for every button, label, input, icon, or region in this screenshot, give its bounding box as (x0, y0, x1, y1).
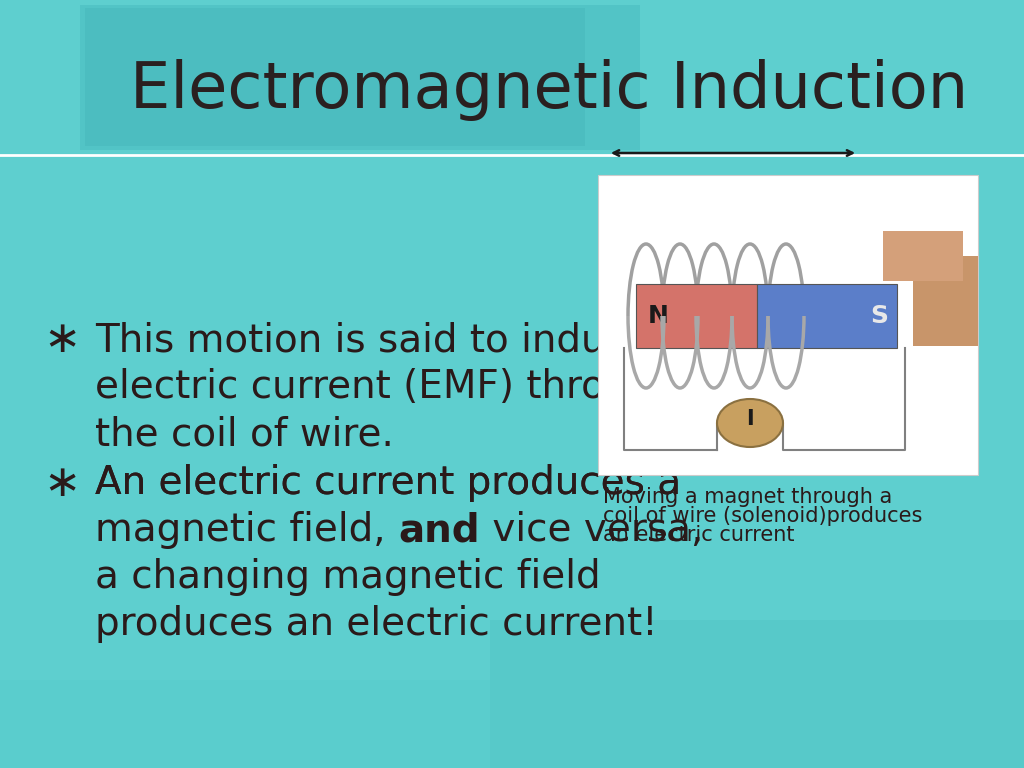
Text: produces an electric current!: produces an electric current! (95, 605, 657, 643)
Bar (913, 256, 978, 346)
Bar (598, 175, 978, 475)
Text: S: S (870, 304, 888, 328)
Bar (0, 680, 490, 768)
Text: Moving a magnet through a: Moving a magnet through a (603, 487, 892, 507)
Text: An electric current produces a: An electric current produces a (95, 464, 681, 502)
Text: and: and (398, 511, 479, 549)
Text: vice versa,: vice versa, (479, 511, 702, 549)
Text: an electric current: an electric current (603, 525, 795, 545)
Text: magnetic field,: magnetic field, (95, 511, 398, 549)
Bar (490, 620, 1024, 768)
Text: ∗: ∗ (43, 319, 81, 362)
Text: electric current (EMF) through: electric current (EMF) through (95, 368, 679, 406)
Bar (80, 5, 640, 150)
Text: An electric current produces a: An electric current produces a (95, 464, 681, 502)
Ellipse shape (717, 399, 783, 447)
Bar (757, 284, 897, 348)
Text: An electric current produces a: An electric current produces a (95, 511, 681, 549)
Text: a changing magnetic field: a changing magnetic field (95, 558, 601, 596)
Text: N: N (647, 304, 669, 328)
Text: coil of wire (solenoid)produces: coil of wire (solenoid)produces (603, 506, 923, 526)
Bar (883, 231, 963, 281)
Text: ∗: ∗ (43, 462, 81, 505)
Bar (636, 284, 757, 348)
Text: I: I (746, 409, 754, 429)
Text: the coil of wire.: the coil of wire. (95, 415, 394, 453)
Text: Electromagnetic Induction: Electromagnetic Induction (130, 59, 968, 121)
Bar (85, 8, 585, 146)
Text: This motion is said to induce an: This motion is said to induce an (95, 321, 712, 359)
